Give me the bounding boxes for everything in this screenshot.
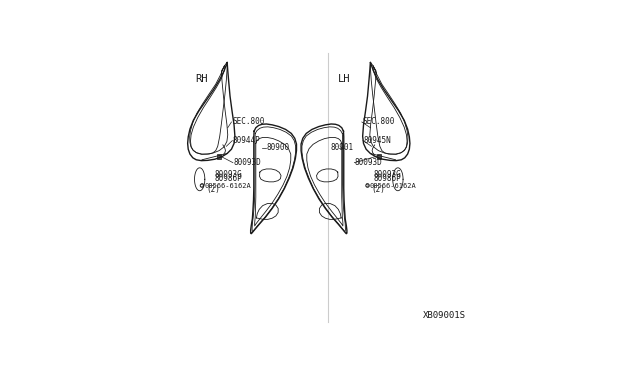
Text: 80093G: 80093G (374, 170, 401, 179)
Text: 08566-6162A: 08566-6162A (204, 183, 251, 189)
Text: 80900: 80900 (266, 143, 289, 152)
Text: 80093D: 80093D (355, 158, 383, 167)
Text: 80986P: 80986P (374, 174, 401, 183)
Text: S: S (200, 183, 204, 188)
Text: LH: LH (338, 74, 351, 84)
Text: 08566-6162A: 08566-6162A (370, 183, 417, 189)
Text: SEC.800: SEC.800 (362, 118, 395, 126)
Text: SEC.800: SEC.800 (232, 118, 264, 126)
Text: RH: RH (195, 74, 207, 84)
Text: 80093D: 80093D (234, 158, 261, 167)
Text: 80945N: 80945N (364, 136, 391, 145)
Text: 80986P: 80986P (215, 174, 243, 183)
Text: 80093G: 80093G (215, 170, 243, 179)
Bar (216, 154, 221, 159)
Text: XB09001S: XB09001S (422, 311, 465, 320)
Text: 80901: 80901 (330, 143, 353, 152)
Text: (2): (2) (206, 185, 220, 194)
Text: S: S (366, 183, 369, 188)
Bar (377, 154, 381, 159)
Text: 80944P: 80944P (233, 136, 260, 145)
Text: (2): (2) (372, 185, 386, 194)
